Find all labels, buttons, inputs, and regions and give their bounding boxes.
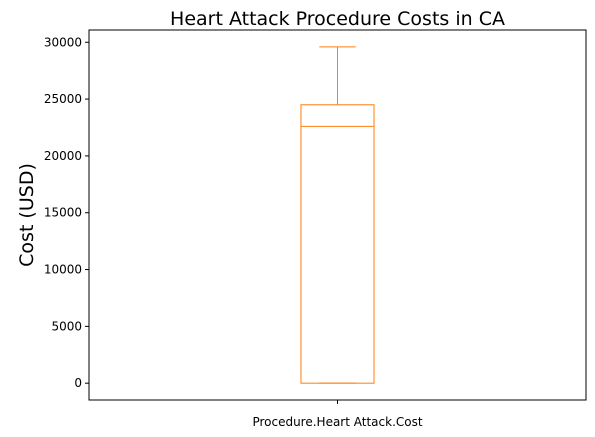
y-tick-label: 0 — [74, 376, 82, 390]
y-tick-label: 20000 — [44, 149, 82, 163]
x-tick-label: Procedure.Heart Attack.Cost — [252, 415, 422, 429]
chart-title: Heart Attack Procedure Costs in CA — [170, 8, 505, 30]
y-axis: 0 5000 10000 15000 20000 25000 30000 — [44, 35, 89, 390]
y-axis-label: Cost (USD) — [16, 163, 38, 267]
y-tick-label: 25000 — [44, 92, 82, 106]
y-tick-label: 30000 — [44, 35, 82, 49]
x-axis: Procedure.Heart Attack.Cost — [252, 400, 423, 429]
box-series — [300, 46, 375, 384]
y-tick-label: 5000 — [51, 319, 82, 333]
y-tick-label: 10000 — [44, 263, 82, 277]
y-tick-label: 15000 — [44, 206, 82, 220]
